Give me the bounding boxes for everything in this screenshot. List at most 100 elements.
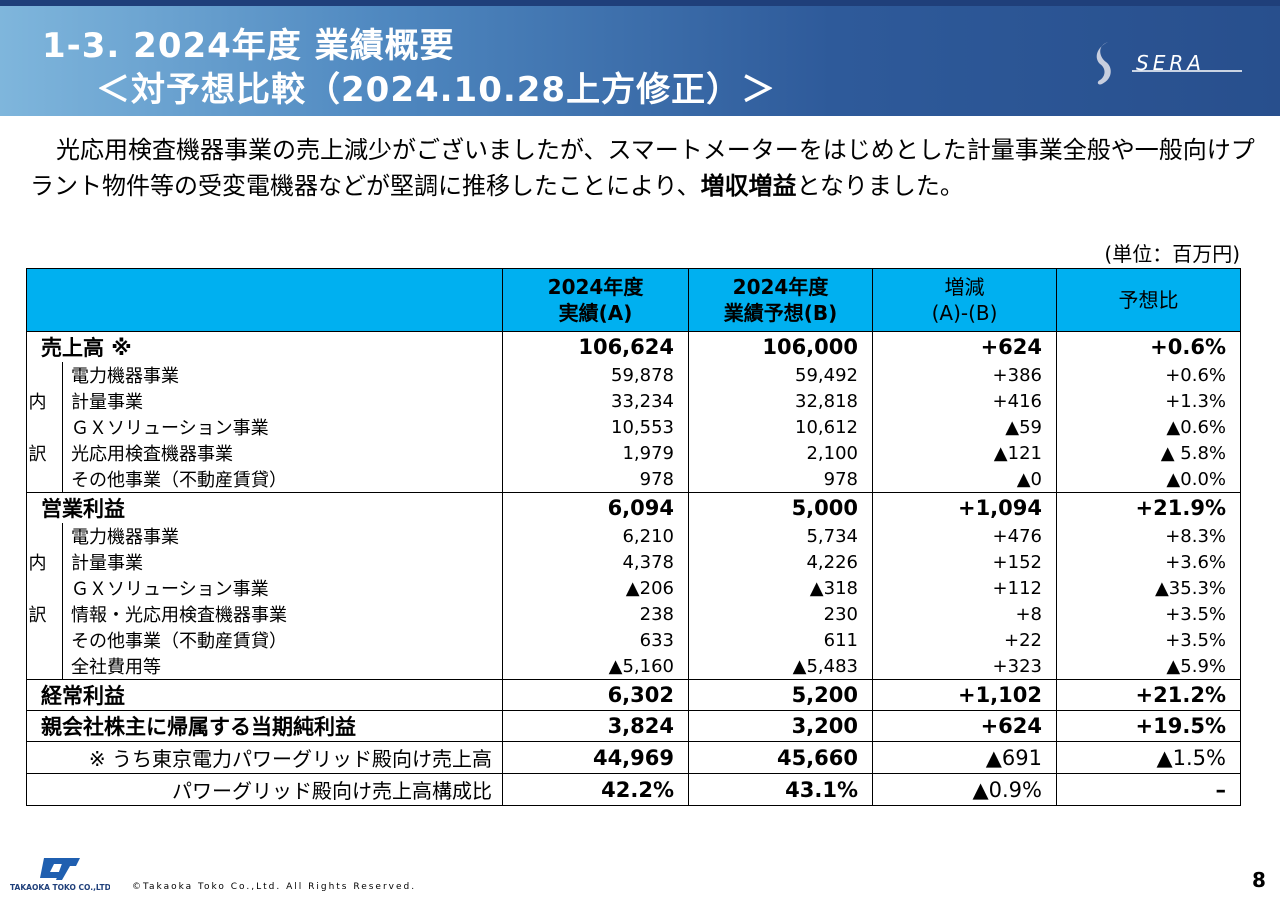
cell-forecast: 5,200 — [688, 679, 873, 711]
row-label: 親会社株主に帰属する当期純利益 — [26, 710, 503, 742]
row-label: その他事業（不動産賃貸） — [62, 466, 503, 493]
cell-forecast: ▲5,483 — [688, 653, 873, 680]
cell-forecast: ▲318 — [688, 575, 873, 601]
cell-diff: +416 — [872, 388, 1057, 414]
cell-diff: +22 — [872, 627, 1057, 653]
row-label: 計量事業 — [62, 388, 503, 414]
table-row: 全社費用等 ▲5,160 ▲5,483 +323 ▲5.9% — [26, 653, 1241, 680]
intro-bold-text: 増収増益 — [700, 172, 797, 200]
intro-text: 光応用検査機器事業の売上減少がございましたが、スマートメーターをはじめとした計量… — [30, 136, 1255, 200]
row-label: 売上高 ※ — [26, 331, 503, 362]
header-ratio: 予想比 — [1056, 268, 1241, 332]
row-label: ＧＸソリューション事業 — [62, 575, 503, 601]
cell-actual: 238 — [502, 601, 689, 627]
table-row: ＧＸソリューション事業 10,553 10,612 ▲59 ▲0.6% — [26, 414, 1241, 440]
table-row: 訳 情報・光応用検査機器事業 238 230 +8 +3.5% — [26, 601, 1241, 627]
cell-forecast: 611 — [688, 627, 873, 653]
cell-forecast: 5,734 — [688, 523, 873, 549]
cell-forecast: 4,226 — [688, 549, 873, 575]
cell-actual: 33,234 — [502, 388, 689, 414]
cell-diff: +1,102 — [872, 679, 1057, 711]
cell-actual: 106,624 — [502, 331, 689, 362]
cell-actual: 4,378 — [502, 549, 689, 575]
cell-actual: 10,553 — [502, 414, 689, 440]
cell-forecast: 5,000 — [688, 492, 873, 523]
unit-label: (単位：百万円) — [1104, 242, 1240, 266]
cell-forecast: 230 — [688, 601, 873, 627]
table-row: 内 計量事業 33,234 32,818 +416 +1.3% — [26, 388, 1241, 414]
table-row: 電力機器事業 59,878 59,492 +386 +0.6% — [26, 362, 1241, 388]
header-top-stripe — [0, 0, 1280, 6]
breakdown-label-2: 訳 — [26, 601, 63, 627]
row-label: 情報・光応用検査機器事業 — [62, 601, 503, 627]
cell-ratio: +0.6% — [1056, 362, 1241, 388]
cell-ratio: +19.5% — [1056, 710, 1241, 742]
row-label: 経常利益 — [26, 679, 503, 711]
row-label: 電力機器事業 — [62, 523, 503, 549]
row-label: 営業利益 — [26, 492, 503, 523]
breakdown-label-1: 内 — [26, 549, 63, 575]
cell-diff: +386 — [872, 362, 1057, 388]
cell-diff: +323 — [872, 653, 1057, 680]
cell-diff: ▲59 — [872, 414, 1057, 440]
cell-actual: ▲206 — [502, 575, 689, 601]
row-label: ＧＸソリューション事業 — [62, 414, 503, 440]
cell-ratio: +21.9% — [1056, 492, 1241, 523]
cell-actual: ▲5,160 — [502, 653, 689, 680]
table-row: 内 計量事業 4,378 4,226 +152 +3.6% — [26, 549, 1241, 575]
intro-paragraph: 光応用検査機器事業の売上減少がございましたが、スマートメーターをはじめとした計量… — [30, 132, 1260, 204]
table-row-tepco-sales: ※ うち東京電力パワーグリッド殿向け売上高 44,969 45,660 ▲691… — [26, 741, 1241, 774]
cell-forecast: 59,492 — [688, 362, 873, 388]
cell-diff: +8 — [872, 601, 1057, 627]
row-label: パワーグリッド殿向け売上高構成比 — [26, 773, 503, 806]
slide-title: 1-3. 2024年度 業績概要 — [42, 26, 455, 66]
cell-actual: 633 — [502, 627, 689, 653]
cell-ratio: +3.5% — [1056, 601, 1241, 627]
table-row: 訳 光応用検査機器事業 1,979 2,100 ▲121 ▲ 5.8% — [26, 440, 1241, 466]
cell-actual: 6,302 — [502, 679, 689, 711]
cell-diff: ▲691 — [872, 741, 1057, 774]
cell-forecast: 45,660 — [688, 741, 873, 774]
row-label: 計量事業 — [62, 549, 503, 575]
row-label: 電力機器事業 — [62, 362, 503, 388]
cell-ratio: ▲0.0% — [1056, 466, 1241, 493]
cell-ratio: +1.3% — [1056, 388, 1241, 414]
cell-ratio: – — [1056, 773, 1241, 806]
cell-diff: +476 — [872, 523, 1057, 549]
row-label: ※ うち東京電力パワーグリッド殿向け売上高 — [26, 741, 503, 774]
cell-actual: 44,969 — [502, 741, 689, 774]
copyright-text: ©Takaoka Toko Co.,Ltd. All Rights Reserv… — [132, 882, 417, 892]
breakdown-label-2: 訳 — [26, 440, 63, 466]
table-row: ＧＸソリューション事業 ▲206 ▲318 +112 ▲35.3% — [26, 575, 1241, 601]
cell-actual: 3,824 — [502, 710, 689, 742]
page-number: 8 — [1252, 868, 1266, 892]
header-blank — [26, 268, 503, 332]
cell-diff: +152 — [872, 549, 1057, 575]
table-row: その他事業（不動産賃貸） 633 611 +22 +3.5% — [26, 627, 1241, 653]
cell-diff: +624 — [872, 710, 1057, 742]
header-forecast: 2024年度 業績予想(B) — [688, 268, 873, 332]
table-row-tepco-ratio: パワーグリッド殿向け売上高構成比 42.2% 43.1% ▲0.9% – — [26, 773, 1241, 806]
table-row-net-profit: 親会社株主に帰属する当期純利益 3,824 3,200 +624 +19.5% — [26, 710, 1241, 742]
cell-ratio: ▲1.5% — [1056, 741, 1241, 774]
cell-diff: +1,094 — [872, 492, 1057, 523]
cell-forecast: 106,000 — [688, 331, 873, 362]
cell-ratio: ▲35.3% — [1056, 575, 1241, 601]
cell-actual: 59,878 — [502, 362, 689, 388]
cell-diff: +624 — [872, 331, 1057, 362]
cell-forecast: 3,200 — [688, 710, 873, 742]
cell-ratio: +0.6% — [1056, 331, 1241, 362]
header-banner: 1-3. 2024年度 業績概要 ＜対予想比較（2024.10.28上方修正）＞… — [0, 0, 1280, 116]
cell-ratio: +21.2% — [1056, 679, 1241, 711]
cell-diff: ▲121 — [872, 440, 1057, 466]
cell-forecast: 43.1% — [688, 773, 873, 806]
cell-actual: 42.2% — [502, 773, 689, 806]
table-row-sales: 売上高 ※ 106,624 106,000 +624 +0.6% — [26, 331, 1241, 362]
cell-ratio: ▲0.6% — [1056, 414, 1241, 440]
cell-diff: +112 — [872, 575, 1057, 601]
company-name: TAKAOKA TOKO CO.,LTD. — [10, 883, 110, 892]
cell-actual: 1,979 — [502, 440, 689, 466]
header-actual: 2024年度 実績(A) — [502, 268, 689, 332]
cell-ratio: ▲5.9% — [1056, 653, 1241, 680]
table-row: その他事業（不動産賃貸） 978 978 ▲0 ▲0.0% — [26, 466, 1241, 493]
